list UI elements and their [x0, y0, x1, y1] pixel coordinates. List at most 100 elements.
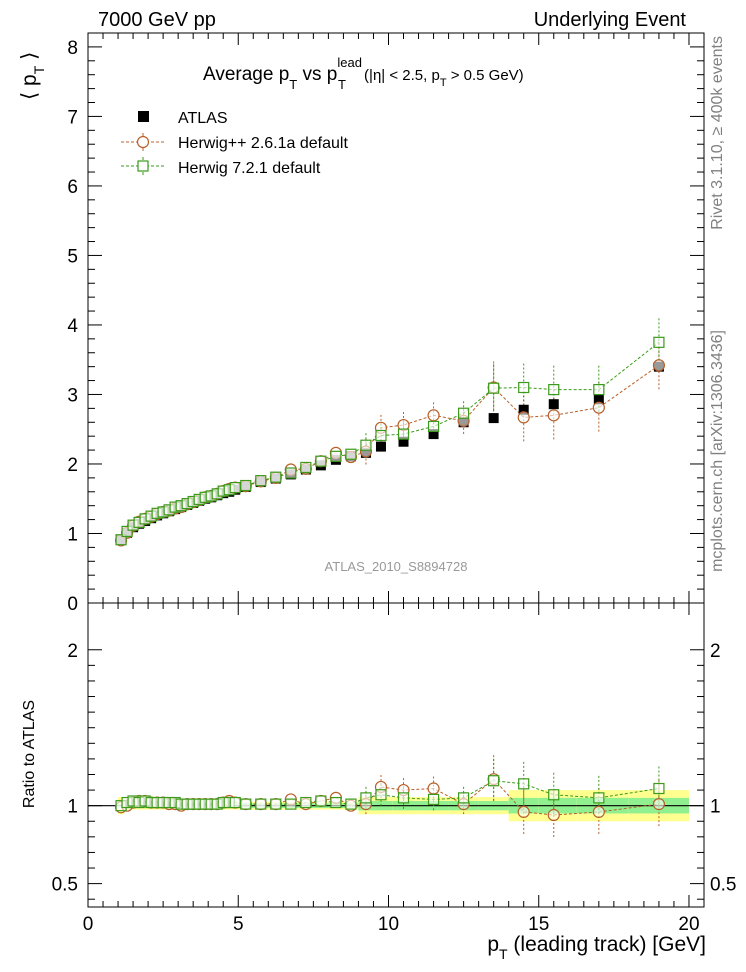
plot-title: Average pT vs plead T (|η| < 2.5, pT > 0.…	[203, 55, 524, 92]
herwig7-point	[375, 429, 387, 442]
y-tick-label: 4	[67, 316, 78, 337]
ratio-herwig7-point	[300, 796, 312, 809]
herwigpp-point	[547, 409, 560, 422]
herwig7-point	[653, 336, 665, 348]
x-tick-label: 15	[528, 914, 549, 935]
ratio-herwig7-point	[330, 796, 342, 809]
ratio-herwig7-point	[427, 793, 440, 806]
analysis-watermark: ATLAS_2010_S8894728	[325, 559, 468, 574]
herwig7-point	[330, 450, 342, 462]
herwig7-point	[255, 475, 267, 487]
atlas-point	[398, 436, 409, 447]
x-tick-label: 5	[233, 914, 244, 935]
herwig7-point	[458, 407, 470, 419]
rivet-label: Rivet 3.1.10, ≥ 400k events	[709, 36, 726, 230]
herwig7-point	[488, 382, 500, 394]
plot-frames	[87, 32, 705, 908]
y-tick-label: 5	[67, 246, 78, 267]
herwig7-point	[229, 482, 241, 494]
energy-label: 7000 GeV pp	[98, 9, 216, 31]
herwig7-point	[360, 439, 372, 451]
herwigpp-point	[592, 401, 605, 414]
x-tick-label: 10	[378, 914, 399, 935]
ratio-tick-label: 1	[67, 797, 78, 818]
ratio-herwig7-point	[270, 798, 282, 810]
herwig7-point	[345, 448, 357, 460]
herwig7-point	[427, 420, 440, 433]
ratio-frame	[87, 602, 705, 908]
ratio-tick-label: 2	[67, 641, 78, 662]
ratio-herwig7-point	[255, 798, 267, 810]
herwig7-point	[300, 461, 312, 474]
y-tick-label: 8	[67, 38, 78, 59]
process-label: Underlying Event	[534, 9, 687, 31]
x-tick-label: 0	[83, 914, 94, 935]
y-tick-label: 3	[67, 385, 78, 406]
ratio-herwigpp-point	[517, 805, 530, 819]
ratio-herwig7-point	[488, 775, 500, 787]
herwig7-point	[518, 381, 530, 394]
y-tick-label: 1	[67, 524, 78, 545]
atlas-point	[428, 429, 439, 440]
legend-atlas-label: ATLAS	[178, 110, 228, 127]
herwig7-point	[593, 383, 605, 396]
legend-atlas-marker	[138, 111, 149, 122]
herwig7-point	[270, 471, 282, 483]
atlas-point	[488, 413, 499, 424]
y-tick-label: 6	[67, 177, 78, 198]
axis-ticks: 0 5 10 15 20 0 1 2 3 4 5 6 7 8 0.5 0.5 1 1 2 2	[52, 33, 736, 935]
legend: ATLAS Herwig++ 2.6.1a default Herwig 7.2…	[121, 110, 348, 177]
ratio-herwigpp-point	[592, 805, 605, 819]
ratio-herwigpp-point	[652, 798, 666, 811]
legend-herwigpp-label: Herwig++ 2.6.1a default	[178, 135, 348, 152]
mcplots-label: mcplots.cern.ch [arXiv:1306.3436]	[709, 330, 726, 572]
ratio-herwig7-point	[315, 795, 327, 807]
legend-herwig7-label: Herwig 7.2.1 default	[178, 160, 321, 177]
ratio-herwig7-point	[593, 792, 605, 804]
error-bars	[365, 318, 660, 840]
y-tick-label: 0	[67, 594, 78, 615]
herwig7-point	[397, 428, 410, 440]
ratio-herwig7-point	[548, 789, 560, 801]
data-markers	[114, 336, 666, 822]
herwigpp-point	[517, 411, 530, 424]
y-tick-label: 7	[67, 107, 78, 128]
ratio-herwig7-point	[360, 792, 372, 804]
herwigpp-line	[120, 364, 660, 541]
herwig7-point	[121, 525, 133, 538]
ratio-herwigpp-point	[427, 782, 440, 795]
series-lines	[120, 341, 660, 816]
ratio-herwig7-point	[285, 798, 297, 810]
ratio-herwig7-point	[240, 798, 252, 810]
ratio-herwig7-point	[518, 778, 530, 790]
x-axis-title: pT (leading track) [GeV]	[487, 933, 706, 962]
ratio-herwig7-point	[653, 782, 665, 795]
herwig7-point	[548, 383, 560, 396]
herwigpp-point	[427, 409, 440, 422]
herwig7-point	[285, 467, 297, 479]
ratio-herwig7-point	[345, 798, 357, 810]
atlas-point	[375, 441, 386, 452]
ratio-y-axis-title: Ratio to ATLAS	[21, 700, 38, 808]
ratio-herwig7-point	[397, 792, 410, 804]
ratio-herwig7-point	[229, 796, 241, 809]
y-axis-title: ⟨ pT ⟩	[18, 52, 47, 100]
herwig7-point	[240, 479, 252, 492]
y-tick-label: 2	[67, 455, 78, 476]
atlas-point	[593, 394, 604, 405]
ratio-tick-label-right: 2	[710, 641, 721, 662]
herwig7-point	[315, 455, 327, 467]
legend-herwig7-marker	[137, 160, 149, 172]
ratio-tick-label: 0.5	[52, 875, 78, 896]
herwig7-line	[120, 341, 660, 541]
ratio-herwig7-point	[458, 792, 470, 804]
ratio-tick-label-right: 1	[710, 797, 721, 818]
herwigpp-point	[652, 359, 666, 372]
ratio-herwigpp-point	[547, 808, 560, 822]
atlas-point	[548, 399, 559, 410]
atlas-point	[518, 404, 529, 415]
legend-herwigpp-marker	[136, 135, 150, 149]
x-tick-label: 20	[678, 914, 699, 935]
ratio-herwig7-point	[375, 789, 387, 801]
